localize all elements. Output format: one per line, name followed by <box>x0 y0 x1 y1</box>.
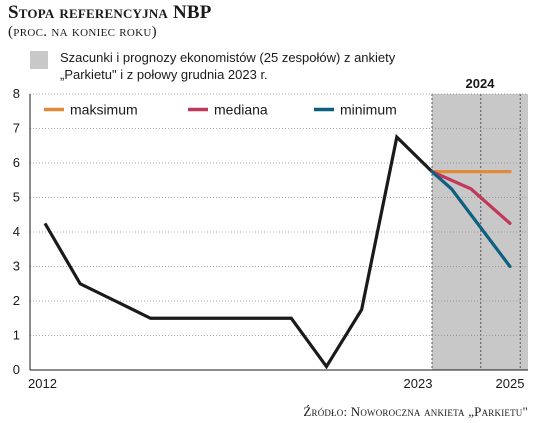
series-history-line <box>43 133 434 370</box>
y-tick-label-7: 7 <box>13 121 20 136</box>
x-tick-label-2023: 2023 <box>404 376 433 391</box>
y-tick-label-2: 2 <box>13 293 20 308</box>
legend-label-minimum: minimum <box>340 102 397 118</box>
forecast-band-layer: 2024 <box>431 76 528 370</box>
legend-label-mediana: mediana <box>214 102 268 118</box>
y-tick-label-3: 3 <box>13 259 20 274</box>
forecast-note-line2: „Parkietu" i z połowy grudnia 2023 r. <box>60 67 268 82</box>
y-tick-label-0: 0 <box>13 362 20 377</box>
legend-label-maksimum: maksimum <box>70 102 138 118</box>
legend-layer: maksimum mediana minimum <box>44 102 397 118</box>
series-minimum-line <box>430 170 512 269</box>
band-year-label: 2024 <box>466 76 496 91</box>
y-tick-label-5: 5 <box>13 190 20 205</box>
forecast-note-line1: Szacunki i prognozy ekonomistów (25 zesp… <box>60 50 396 65</box>
y-tick-label-1: 1 <box>13 328 20 343</box>
x-tick-label-2025: 2025 <box>496 376 525 391</box>
series-layer <box>43 133 512 370</box>
source-note: Źródło: Noworoczna ankieta „Parkietu" <box>303 404 528 419</box>
y-tick-label-6: 6 <box>13 155 20 170</box>
chart-subtitle: (proc. na koniec roku) <box>8 24 157 40</box>
y-tick-label-8: 8 <box>13 86 20 101</box>
series-mediana-line <box>430 170 512 225</box>
x-tick-label-2012: 2012 <box>28 376 57 391</box>
axis-layer: 0 1 2 3 4 5 6 7 8 2012 2023 2025 <box>13 86 528 391</box>
chart-title: Stopa referencyjna NBP <box>8 2 212 23</box>
y-tick-label-4: 4 <box>13 224 20 239</box>
forecast-legend-swatch <box>30 51 48 69</box>
forecast-note: Szacunki i prognozy ekonomistów (25 zesp… <box>60 49 440 83</box>
